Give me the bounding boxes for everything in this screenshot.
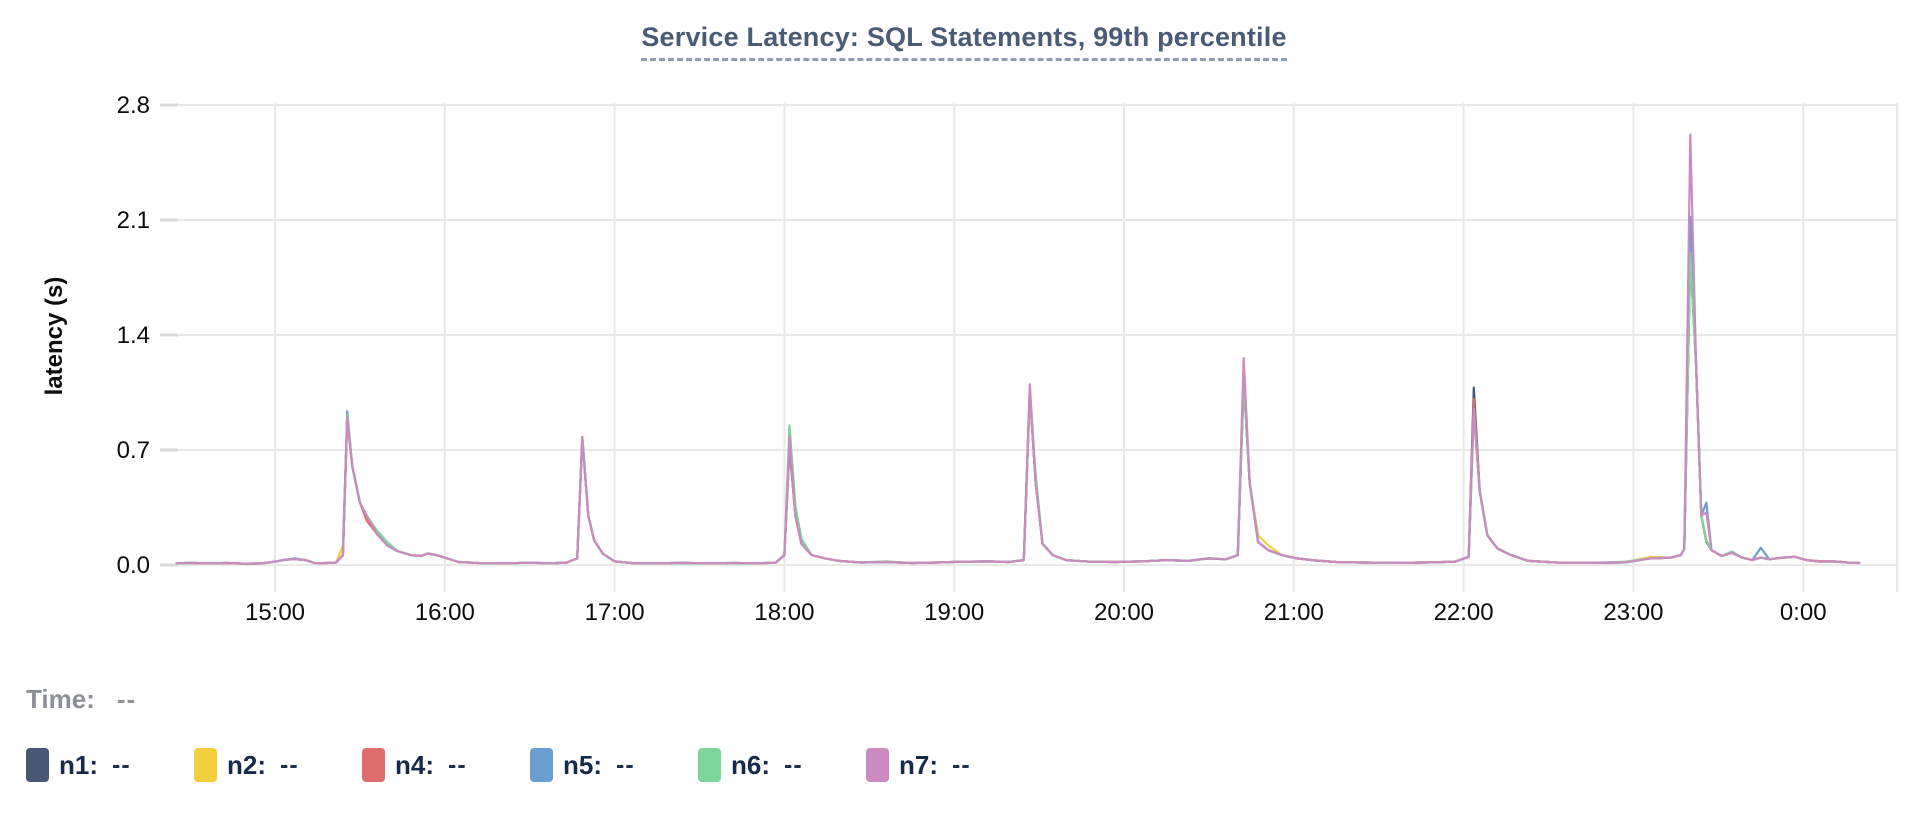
y-axis-title: latency (s) [41, 276, 68, 396]
legend-swatch-n6 [698, 748, 721, 782]
legend-item-n2[interactable]: n2: -- [194, 748, 362, 782]
legend-swatch-n1 [26, 748, 49, 782]
svg-text:21:00: 21:00 [1264, 599, 1324, 626]
series-legend: n1: -- n2: -- n4: -- n5: -- n6: -- n7: -- [26, 748, 1034, 782]
series-line-n4 [175, 248, 1861, 565]
series-line-n2 [175, 243, 1861, 565]
svg-text:16:00: 16:00 [415, 599, 475, 626]
legend-label-n6: n6: [731, 749, 770, 780]
legend-swatch-n2 [194, 748, 217, 782]
chart-title[interactable]: Service Latency: SQL Statements, 99th pe… [641, 22, 1287, 61]
series-line-n5 [175, 215, 1861, 565]
time-readout-value: -- [116, 684, 137, 714]
legend-item-n4[interactable]: n4: -- [362, 748, 530, 782]
legend-value-n5: -- [616, 750, 635, 779]
legend-label-n4: n4: [395, 749, 434, 780]
svg-text:22:00: 22:00 [1434, 599, 1494, 626]
legend-value-n6: -- [784, 750, 803, 779]
legend-swatch-n5 [530, 748, 553, 782]
legend-value-n4: -- [448, 750, 467, 779]
legend-item-n6[interactable]: n6: -- [698, 748, 866, 782]
svg-text:0:00: 0:00 [1780, 599, 1827, 626]
time-readout-label: Time: [26, 684, 95, 714]
legend-item-n7[interactable]: n7: -- [866, 748, 1034, 782]
legend-value-n2: -- [280, 750, 299, 779]
svg-text:0.0: 0.0 [117, 552, 150, 579]
legend-label-n1: n1: [59, 749, 98, 780]
svg-text:15:00: 15:00 [245, 599, 305, 626]
series-line-n6 [175, 251, 1861, 565]
svg-text:23:00: 23:00 [1603, 599, 1663, 626]
svg-text:2.1: 2.1 [117, 207, 150, 234]
legend-value-n7: -- [952, 750, 971, 779]
legend-swatch-n4 [362, 748, 385, 782]
legend-label-n7: n7: [899, 749, 938, 780]
legend-item-n1[interactable]: n1: -- [26, 748, 194, 782]
legend-item-n5[interactable]: n5: -- [530, 748, 698, 782]
svg-text:18:00: 18:00 [754, 599, 814, 626]
legend-label-n2: n2: [227, 749, 266, 780]
svg-text:2.8: 2.8 [117, 92, 150, 119]
svg-text:20:00: 20:00 [1094, 599, 1154, 626]
x-axis-ticks: 15:00 16:00 17:00 18:00 19:00 20:00 21:00 22:00… [245, 599, 1827, 626]
svg-text:1.4: 1.4 [117, 322, 150, 349]
series-line-n7 [175, 133, 1861, 565]
legend-swatch-n7 [866, 748, 889, 782]
latency-chart-plot[interactable]: 0.0 0.7 1.4 2.1 2.8 15:00 16:00 17:00 18:00 19:00… [0, 0, 1928, 650]
svg-text:19:00: 19:00 [924, 599, 984, 626]
series-line-n1 [175, 255, 1861, 565]
legend-label-n5: n5: [563, 749, 602, 780]
chart-title-row: Service Latency: SQL Statements, 99th pe… [0, 22, 1928, 61]
svg-text:17:00: 17:00 [585, 599, 645, 626]
x-gridlines [274, 103, 1898, 592]
y-axis-ticks: 0.0 0.7 1.4 2.1 2.8 [117, 92, 150, 579]
time-readout: Time: -- [26, 684, 136, 715]
series-lines [175, 133, 1861, 565]
y-gridlines [160, 103, 1897, 567]
legend-value-n1: -- [112, 750, 131, 779]
svg-text:0.7: 0.7 [117, 437, 150, 464]
